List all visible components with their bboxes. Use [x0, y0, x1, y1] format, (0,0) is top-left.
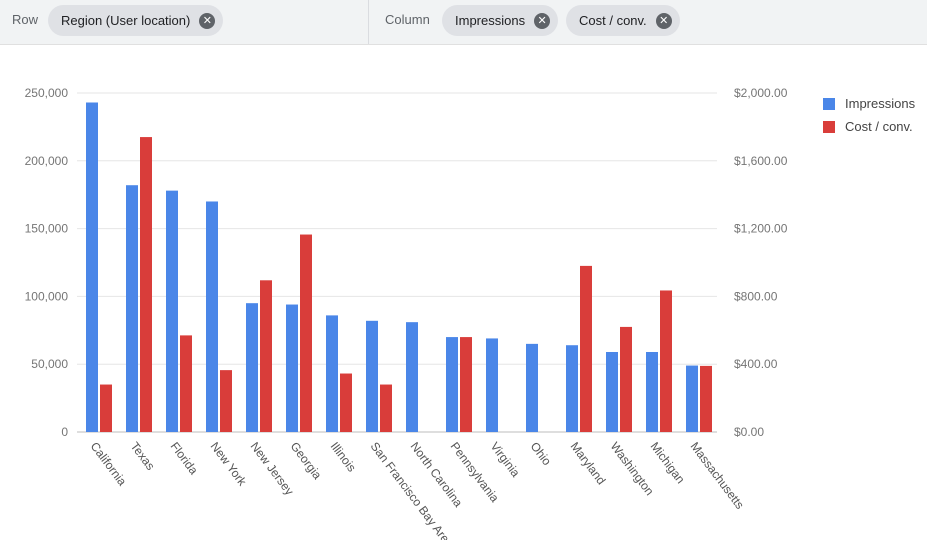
bar-impressions	[406, 322, 418, 432]
bar-cost-per-conv	[700, 365, 712, 432]
bar-impressions	[686, 365, 698, 432]
bar-impressions	[286, 304, 298, 432]
y-right-tick-label: $1,600.00	[734, 154, 788, 168]
bar-impressions	[366, 320, 378, 432]
bar-chart: 250,000 $2,000.00 200,000 $1,600.00 150,000 $…	[25, 86, 788, 540]
bar-impressions	[606, 351, 618, 432]
x-tick-label: California	[88, 439, 130, 488]
chip-label: Cost / conv.	[579, 13, 647, 28]
bar-cost-per-conv	[300, 234, 312, 432]
bar-cost-per-conv	[620, 326, 632, 432]
chip-label: Region (User location)	[61, 13, 191, 28]
row-chip-region[interactable]: Region (User location) ✕	[48, 5, 224, 36]
pivot-toolbar: Row Region (User location) ✕ Column Impr…	[0, 0, 927, 45]
toolbar-divider	[368, 0, 369, 44]
y-left-tick-label: 0	[61, 425, 68, 439]
bar-cost-per-conv	[660, 290, 672, 432]
column-chip-cost-per-conv[interactable]: Cost / conv. ✕	[566, 5, 680, 36]
bar-impressions	[206, 201, 218, 432]
close-icon[interactable]: ✕	[655, 12, 672, 29]
legend-label: Cost / conv.	[845, 119, 913, 134]
y-right-tick-label: $0.00	[734, 425, 764, 439]
y-left-tick-label: 200,000	[25, 154, 69, 168]
y-left-tick-label: 100,000	[25, 289, 69, 303]
x-tick-label: Georgia	[288, 439, 325, 482]
legend-item-cost-per-conv[interactable]: Cost / conv.	[823, 115, 915, 138]
column-chip-impressions[interactable]: Impressions ✕	[442, 5, 559, 36]
bar-impressions	[166, 190, 178, 432]
chip-label: Impressions	[455, 13, 526, 28]
row-label: Row	[12, 12, 39, 27]
chart-legend: Impressions Cost / conv.	[823, 92, 915, 138]
x-tick-label: Massachusetts	[688, 439, 747, 511]
bar-cost-per-conv	[460, 337, 472, 432]
x-tick-label: Florida	[168, 439, 201, 477]
bar-impressions	[526, 343, 538, 432]
bar-cost-per-conv	[180, 335, 192, 432]
close-icon[interactable]: ✕	[199, 12, 216, 29]
bar-cost-per-conv	[580, 265, 592, 432]
x-tick-label: Michigan	[648, 439, 688, 486]
close-icon[interactable]: ✕	[534, 12, 551, 29]
bar-impressions	[446, 337, 458, 432]
y-left-tick-label: 150,000	[25, 222, 69, 236]
bar-cost-per-conv	[140, 137, 152, 432]
legend-swatch-cost-per-conv	[823, 120, 835, 133]
bar-impressions	[486, 338, 498, 432]
y-right-tick-label: $800.00	[734, 289, 778, 303]
x-tick-label: New York	[208, 439, 250, 489]
y-left-tick-label: 250,000	[25, 86, 69, 100]
x-tick-label: Texas	[128, 439, 158, 472]
x-tick-label: Ohio	[528, 439, 555, 468]
legend-label: Impressions	[845, 96, 916, 111]
x-tick-label: Illinois	[328, 439, 359, 474]
y-left-tick-label: 50,000	[31, 357, 68, 371]
bar-cost-per-conv	[100, 384, 112, 432]
bar-impressions	[566, 345, 578, 432]
y-right-tick-label: $400.00	[734, 357, 778, 371]
bar-impressions	[646, 351, 658, 432]
legend-swatch-impressions	[823, 97, 835, 110]
bar-cost-per-conv	[220, 370, 232, 432]
bar-cost-per-conv	[380, 384, 392, 432]
legend-item-impressions[interactable]: Impressions	[823, 92, 915, 115]
x-tick-label: Virginia	[488, 439, 523, 479]
bar-cost-per-conv	[340, 373, 352, 432]
y-right-tick-label: $2,000.00	[734, 86, 788, 100]
x-tick-label: Maryland	[568, 439, 609, 487]
bar-impressions	[326, 315, 338, 432]
bar-impressions	[246, 303, 258, 432]
y-right-tick-label: $1,200.00	[734, 222, 788, 236]
bar-impressions	[126, 185, 138, 432]
bar-impressions	[86, 102, 98, 432]
column-label: Column	[385, 12, 430, 27]
bar-cost-per-conv	[260, 280, 272, 432]
